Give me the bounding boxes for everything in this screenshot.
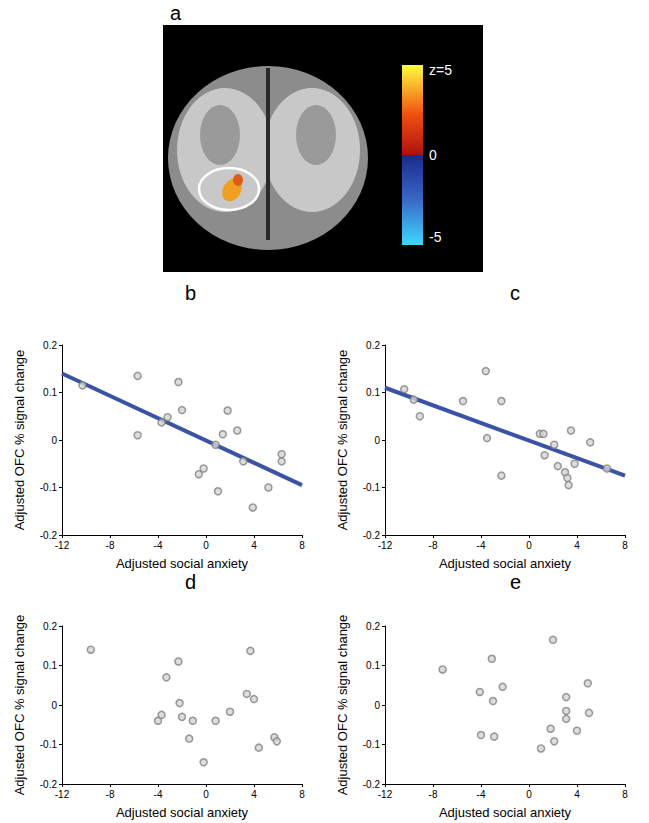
svg-text:4: 4	[251, 540, 257, 551]
svg-text:4: 4	[251, 789, 257, 800]
svg-text:-4: -4	[154, 540, 163, 551]
svg-text:Adjusted social anxiety: Adjusted social anxiety	[116, 805, 249, 820]
svg-text:-12: -12	[55, 789, 70, 800]
svg-text:b: b	[185, 282, 196, 304]
svg-text:-4: -4	[154, 789, 163, 800]
svg-text:0.1: 0.1	[366, 387, 380, 398]
svg-text:Adjusted OFC % signal change: Adjusted OFC % signal change	[12, 615, 27, 796]
svg-text:e: e	[510, 571, 521, 593]
svg-text:0.2: 0.2	[366, 621, 380, 632]
svg-text:-0.2: -0.2	[39, 778, 57, 790]
svg-text:-12: -12	[55, 540, 70, 551]
svg-text:-0.2: -0.2	[362, 529, 380, 541]
svg-text:-12: -12	[378, 540, 393, 551]
svg-text:0: 0	[526, 540, 532, 551]
svg-text:0: 0	[51, 700, 57, 711]
svg-text:0.2: 0.2	[43, 621, 57, 632]
svg-text:Adjusted social anxiety: Adjusted social anxiety	[439, 805, 572, 820]
svg-text:-4: -4	[477, 789, 486, 800]
svg-text:-8: -8	[106, 540, 115, 551]
svg-text:8: 8	[299, 789, 305, 800]
svg-text:Adjusted OFC % signal change: Adjusted OFC % signal change	[335, 350, 350, 531]
svg-text:Adjusted social anxiety: Adjusted social anxiety	[439, 556, 572, 571]
svg-text:0: 0	[429, 147, 437, 163]
svg-text:-4: -4	[477, 540, 486, 551]
svg-text:-0.2: -0.2	[362, 778, 380, 790]
svg-text:0: 0	[203, 540, 209, 551]
svg-text:Adjusted OFC % signal change: Adjusted OFC % signal change	[12, 350, 27, 531]
svg-text:-8: -8	[106, 789, 115, 800]
svg-text:-8: -8	[429, 540, 438, 551]
svg-text:-0.1: -0.1	[363, 739, 381, 750]
svg-text:8: 8	[622, 789, 628, 800]
svg-text:a: a	[170, 2, 182, 24]
svg-text:-0.1: -0.1	[363, 482, 381, 493]
svg-text:0: 0	[51, 435, 57, 446]
svg-text:0.1: 0.1	[43, 387, 57, 398]
svg-text:8: 8	[622, 540, 628, 551]
svg-text:0: 0	[374, 435, 380, 446]
svg-text:-0.1: -0.1	[40, 482, 58, 493]
svg-text:0: 0	[526, 789, 532, 800]
svg-text:z=5: z=5	[429, 62, 452, 78]
svg-text:-0.2: -0.2	[39, 529, 57, 541]
svg-text:c: c	[510, 282, 520, 304]
svg-text:0.1: 0.1	[366, 660, 380, 671]
svg-text:Adjusted OFC % signal change: Adjusted OFC % signal change	[335, 615, 350, 796]
svg-text:8: 8	[299, 540, 305, 551]
svg-text:-12: -12	[378, 789, 393, 800]
svg-text:0: 0	[374, 700, 380, 711]
svg-text:d: d	[185, 571, 196, 593]
svg-text:4: 4	[574, 789, 580, 800]
svg-text:0.2: 0.2	[43, 340, 57, 351]
svg-text:-5: -5	[429, 229, 442, 245]
svg-text:4: 4	[574, 540, 580, 551]
svg-text:0: 0	[203, 789, 209, 800]
svg-text:0.2: 0.2	[366, 340, 380, 351]
svg-text:0.1: 0.1	[43, 660, 57, 671]
svg-text:-0.1: -0.1	[40, 739, 58, 750]
svg-text:-8: -8	[429, 789, 438, 800]
svg-text:Adjusted social anxiety: Adjusted social anxiety	[116, 556, 249, 571]
